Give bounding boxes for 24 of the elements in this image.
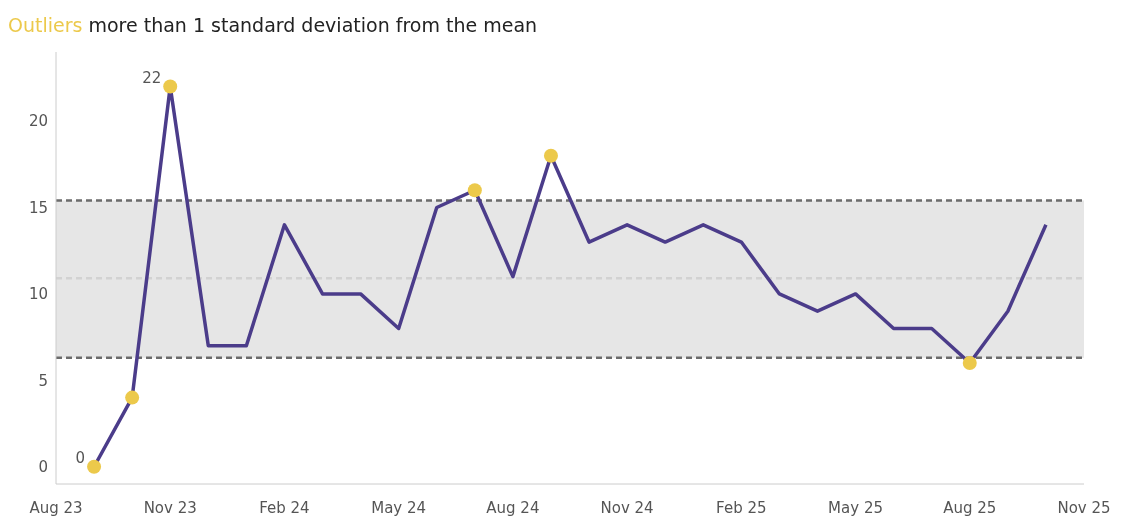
y-tick-label: 20 [28, 112, 48, 131]
annotation: 22 [142, 68, 162, 87]
x-tick-label: Aug 25 [943, 498, 997, 517]
x-tick-label: Nov 23 [143, 498, 197, 517]
x-tick-label: Feb 24 [259, 498, 310, 517]
point [163, 79, 178, 94]
point [467, 183, 482, 198]
x-tick-label: Aug 24 [486, 498, 540, 517]
x-tick-label: Aug 23 [29, 498, 83, 517]
chart-title: Outliers more than 1 standard deviation from the mean [8, 13, 539, 38]
point [543, 148, 558, 163]
point [125, 390, 140, 405]
x-tick-label: Nov 25 [1057, 498, 1111, 517]
x-tick-label: May 24 [371, 498, 427, 517]
x-tick-label: Feb 25 [716, 498, 767, 517]
y-tick-label: 5 [38, 371, 48, 390]
annotation: 0 [75, 449, 86, 468]
x-tick-label: Nov 24 [600, 498, 654, 517]
point [87, 459, 102, 474]
y-tick-label: 10 [28, 285, 48, 304]
point [962, 356, 977, 371]
x-tick-label: May 25 [828, 498, 883, 517]
y-tick-label: 15 [28, 198, 48, 217]
y-tick-label: 0 [38, 458, 48, 477]
